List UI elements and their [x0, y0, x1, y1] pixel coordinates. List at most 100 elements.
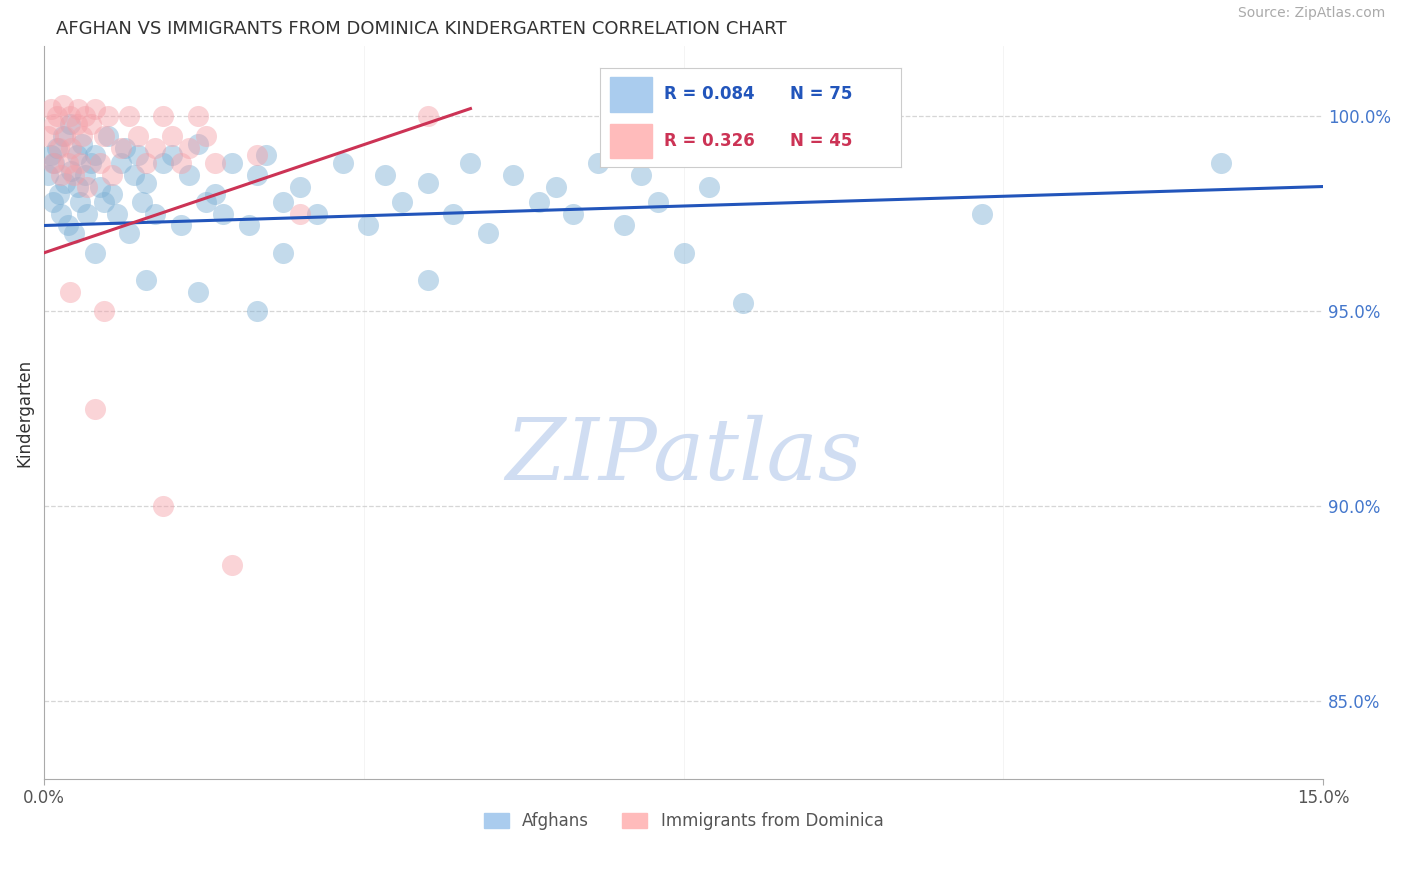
Point	[195, 128, 218, 143]
Point	[357, 219, 380, 233]
Point	[37, 128, 59, 143]
Point	[59, 285, 82, 299]
Point	[204, 156, 226, 170]
Point	[477, 227, 499, 241]
Point	[160, 148, 183, 162]
Point	[60, 164, 83, 178]
Legend: Afghans, Immigrants from Dominica: Afghans, Immigrants from Dominica	[477, 805, 890, 837]
Point	[127, 128, 149, 143]
Point	[84, 245, 107, 260]
Point	[127, 148, 149, 162]
Point	[48, 187, 70, 202]
Point	[238, 219, 260, 233]
Point	[246, 168, 269, 182]
Point	[41, 195, 63, 210]
Point	[460, 156, 482, 170]
Point	[288, 207, 311, 221]
Point	[59, 117, 82, 131]
Y-axis label: Kindergarten: Kindergarten	[15, 359, 32, 467]
Point	[65, 117, 87, 131]
Point	[41, 156, 63, 170]
Point	[84, 102, 107, 116]
Point	[152, 156, 174, 170]
Point	[672, 245, 695, 260]
Point	[135, 176, 157, 190]
Point	[647, 195, 669, 210]
Point	[72, 136, 94, 151]
Point	[118, 109, 141, 123]
Point	[195, 195, 218, 210]
Point	[39, 148, 62, 162]
Point	[502, 168, 524, 182]
Point	[135, 156, 157, 170]
Point	[630, 168, 652, 182]
Point	[143, 207, 166, 221]
Point	[73, 109, 96, 123]
Point	[97, 109, 120, 123]
Point	[67, 179, 90, 194]
Point	[527, 195, 550, 210]
Point	[118, 227, 141, 241]
Point	[613, 219, 636, 233]
Point	[187, 136, 209, 151]
Point	[187, 109, 209, 123]
Point	[45, 109, 67, 123]
Text: ZIPatlas: ZIPatlas	[505, 415, 862, 498]
Point	[169, 156, 191, 170]
Point	[52, 97, 75, 112]
Point	[51, 168, 73, 182]
Point	[59, 109, 82, 123]
Point	[51, 207, 73, 221]
Point	[93, 128, 115, 143]
Point	[80, 117, 103, 131]
Point	[697, 179, 720, 194]
Point	[246, 148, 269, 162]
Point	[135, 273, 157, 287]
Point	[76, 179, 98, 194]
Point	[187, 285, 209, 299]
Point	[101, 187, 124, 202]
Point	[45, 140, 67, 154]
Point	[60, 140, 83, 154]
Point	[65, 148, 87, 162]
Point	[73, 168, 96, 182]
Point	[76, 207, 98, 221]
Point	[177, 168, 200, 182]
Point	[93, 195, 115, 210]
Point	[271, 245, 294, 260]
Point	[44, 156, 66, 170]
Point	[89, 156, 111, 170]
Point	[93, 304, 115, 318]
Point	[160, 128, 183, 143]
Point	[55, 128, 77, 143]
Point	[177, 140, 200, 154]
Point	[39, 102, 62, 116]
Point	[67, 102, 90, 116]
Point	[221, 156, 243, 170]
Point	[588, 156, 610, 170]
Point	[169, 219, 191, 233]
Point	[101, 168, 124, 182]
Point	[110, 140, 132, 154]
Point	[254, 148, 277, 162]
Point	[416, 176, 439, 190]
Point	[84, 401, 107, 416]
Point	[37, 168, 59, 182]
Point	[544, 179, 567, 194]
Point	[63, 227, 86, 241]
Point	[122, 168, 145, 182]
Point	[89, 179, 111, 194]
Point	[970, 207, 993, 221]
Point	[44, 117, 66, 131]
Point	[143, 140, 166, 154]
Point	[105, 207, 128, 221]
Point	[56, 219, 79, 233]
Point	[204, 187, 226, 202]
Point	[1209, 156, 1232, 170]
Point	[84, 148, 107, 162]
Point	[152, 499, 174, 513]
Point	[212, 207, 235, 221]
Point	[69, 195, 91, 210]
Point	[56, 156, 79, 170]
Point	[374, 168, 396, 182]
